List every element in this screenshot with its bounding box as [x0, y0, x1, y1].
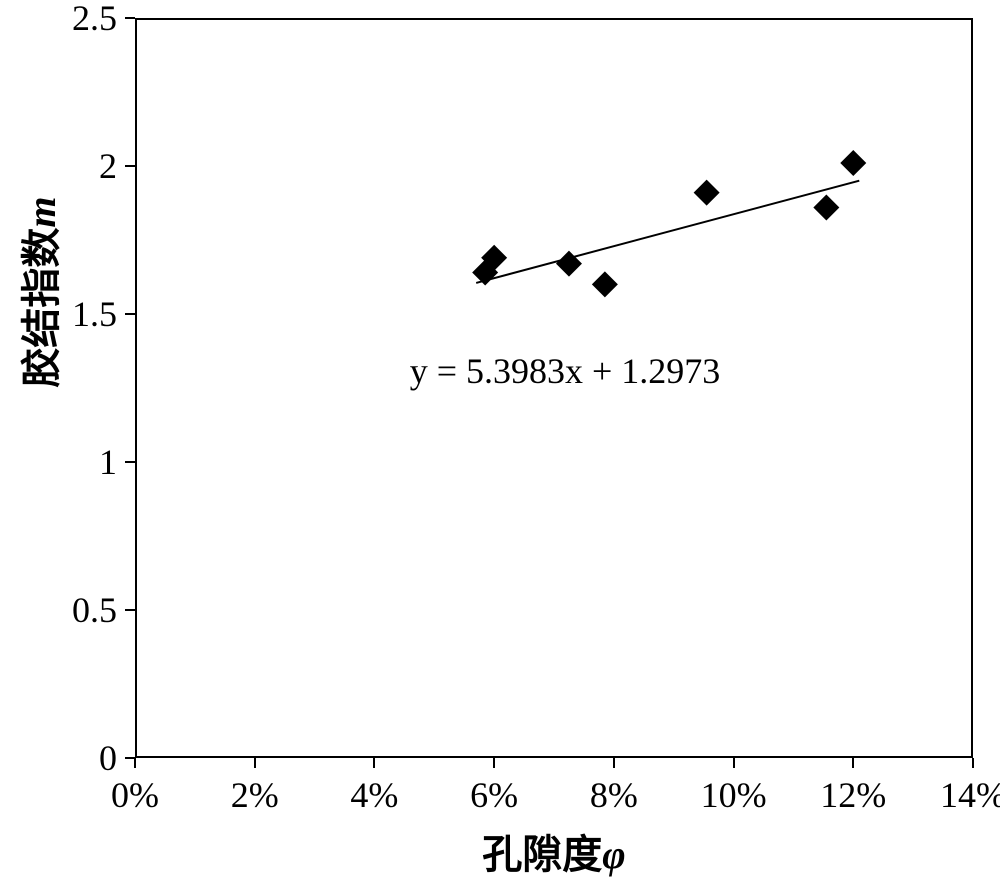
x-tick-label: 12% — [820, 774, 886, 816]
x-tick-label: 6% — [470, 774, 518, 816]
x-tick-label: 10% — [701, 774, 767, 816]
y-tick-label: 2.5 — [72, 0, 117, 39]
trendline-equation: y = 5.3983x + 1.2973 — [410, 350, 721, 392]
x-tick-label: 8% — [590, 774, 638, 816]
x-tick-label: 14% — [940, 774, 1000, 816]
x-tick-mark — [254, 758, 256, 768]
y-tick-mark — [125, 17, 135, 19]
x-tick-mark — [852, 758, 854, 768]
x-tick-mark — [613, 758, 615, 768]
x-tick-label: 0% — [111, 774, 159, 816]
y-tick-mark — [125, 165, 135, 167]
y-tick-label: 1.5 — [72, 293, 117, 335]
y-tick-mark — [125, 609, 135, 611]
y-axis-title-symbol: m — [19, 196, 64, 227]
x-tick-mark — [733, 758, 735, 768]
y-tick-label: 0 — [99, 737, 117, 779]
y-tick-label: 2 — [99, 145, 117, 187]
y-axis-title-text: 胶结指数 — [19, 227, 64, 387]
y-tick-label: 1 — [99, 441, 117, 483]
x-tick-mark — [493, 758, 495, 768]
y-tick-label: 0.5 — [72, 589, 117, 631]
x-tick-mark — [134, 758, 136, 768]
y-tick-mark — [125, 461, 135, 463]
x-tick-mark — [972, 758, 974, 768]
x-tick-label: 2% — [231, 774, 279, 816]
y-axis-title: 胶结指数m — [9, 196, 67, 387]
scatter-chart: 胶结指数m 孔隙度φ y = 5.3983x + 1.2973 0 0.5 1 1.5… — [0, 0, 1000, 883]
x-axis-title: 孔隙度φ — [482, 822, 625, 880]
x-tick-mark — [373, 758, 375, 768]
y-tick-mark — [125, 313, 135, 315]
x-tick-label: 4% — [350, 774, 398, 816]
x-axis-title-text: 孔隙度 — [482, 832, 602, 877]
x-axis-title-symbol: φ — [602, 832, 625, 877]
